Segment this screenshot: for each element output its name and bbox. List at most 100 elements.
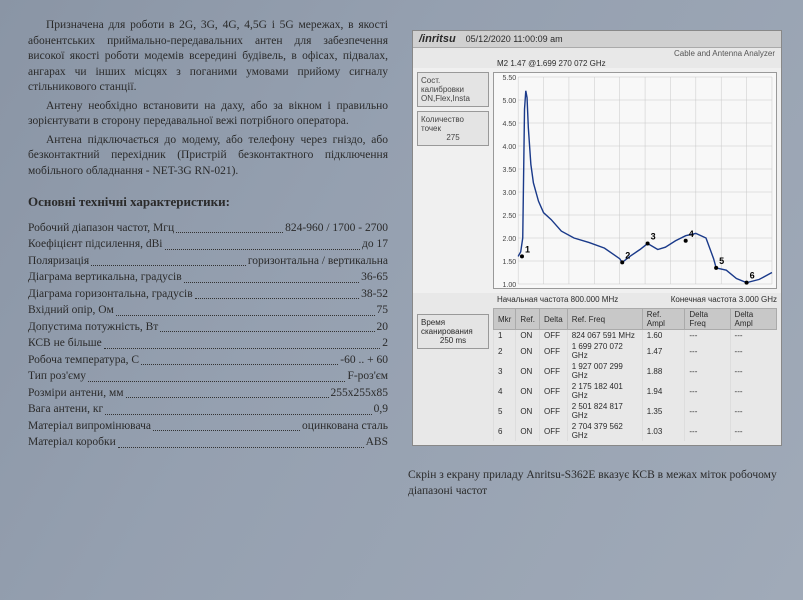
marker-col-header: Delta Ampl	[730, 309, 776, 330]
marker-row: 3ONOFF1 927 007 299 GHz1.88------	[494, 361, 777, 381]
marker-cell: OFF	[540, 361, 568, 381]
marker-cell: ---	[685, 401, 730, 421]
spec-row: Робочий діапазон частот, Мгц824-960 / 17…	[28, 221, 388, 237]
marker-col-header: Ref. Freq	[567, 309, 642, 330]
spec-label: Поляризація	[28, 254, 89, 270]
marker-cell: ---	[685, 330, 730, 342]
marker-cell: ON	[516, 381, 540, 401]
marker-cell: 5	[494, 401, 516, 421]
marker-cell: 1 927 007 299 GHz	[567, 361, 642, 381]
marker-cell: 1.03	[642, 421, 685, 441]
analyzer-screenshot: /inritsu 05/12/2020 11:00:09 am Cable an…	[412, 30, 782, 446]
cal-label: Сост. калибровки	[421, 76, 485, 94]
spec-dots	[195, 287, 360, 300]
spec-dots	[116, 303, 375, 316]
marker-cell: 1.88	[642, 361, 685, 381]
chart-plot: 5.505.004.504.003.503.002.502.001.501.00…	[493, 72, 777, 289]
spec-label: Допустима потужність, Вт	[28, 320, 158, 336]
x-end-label: Конечная частота 3.000 GHz	[671, 295, 777, 304]
marker-cell: 2 175 182 401 GHz	[567, 381, 642, 401]
spec-row: Розміри антени, мм 255х255х85	[28, 386, 388, 402]
spec-row: Допустима потужність, Вт 20	[28, 320, 388, 336]
marker-row: 4ONOFF2 175 182 401 GHz1.94------	[494, 381, 777, 401]
marker-cell: OFF	[540, 421, 568, 441]
spec-value: 20	[377, 320, 389, 336]
spec-label: Робоча температура, С	[28, 353, 139, 369]
marker-cell: 6	[494, 421, 516, 441]
svg-text:2.00: 2.00	[502, 236, 516, 243]
marker-cell: 1.35	[642, 401, 685, 421]
spec-row: Робоча температура, С -60 .. + 60	[28, 353, 388, 369]
marker-cell: ON	[516, 401, 540, 421]
spec-dots	[153, 419, 300, 432]
svg-text:2.50: 2.50	[502, 213, 516, 220]
spec-value: 38-52	[361, 287, 388, 303]
marker-cell: 2 501 824 817 GHz	[567, 401, 642, 421]
svg-text:5.50: 5.50	[502, 75, 516, 82]
marker-cell: 1.60	[642, 330, 685, 342]
marker-cell: 1.94	[642, 381, 685, 401]
spec-label: КСВ не більше	[28, 336, 102, 352]
marker-cell: OFF	[540, 401, 568, 421]
marker-readout: M2 1.47 @1.699 270 072 GHz	[413, 59, 781, 68]
spec-dots	[88, 369, 345, 382]
analyzer-caption: Скрін з екрану приладу Anritsu-S362E вка…	[408, 468, 783, 499]
points-label: Количество точек	[421, 115, 485, 133]
marker-cell: OFF	[540, 341, 568, 361]
intro-para-2: Антену необхідно встановити на даху, або…	[28, 99, 388, 130]
spec-dots	[104, 336, 381, 349]
spec-dots	[118, 435, 364, 448]
marker-cell: 4	[494, 381, 516, 401]
spec-row: Матеріал коробкиABS	[28, 435, 388, 451]
marker-cell: 3	[494, 361, 516, 381]
marker-col-header: Ref. Ampl	[642, 309, 685, 330]
marker-row: 5ONOFF2 501 824 817 GHz1.35------	[494, 401, 777, 421]
x-start-label: Начальная частота 800.000 MHz	[497, 295, 618, 304]
marker-cell: ---	[685, 361, 730, 381]
intro-para-1: Призначена для роботи в 2G, 3G, 4G, 4,5G…	[28, 18, 388, 96]
marker-table-area: Время сканирования 250 ms MkrRef.DeltaRe…	[413, 306, 781, 445]
marker-cell: 1 699 270 072 GHz	[567, 341, 642, 361]
marker-cell: ---	[730, 341, 776, 361]
marker-cell: ---	[730, 361, 776, 381]
spec-label: Діаграма горизонтальна, градусів	[28, 287, 193, 303]
spec-dots	[165, 237, 361, 250]
spec-row: Діаграма горизонтальна, градусів 38-52	[28, 287, 388, 303]
spec-row: Коефіцієнт підсилення, dBiдо 17	[28, 237, 388, 253]
marker-col-header: Ref.	[516, 309, 540, 330]
spec-row: Вага антени, кг 0,9	[28, 402, 388, 418]
right-page: /inritsu 05/12/2020 11:00:09 am Cable an…	[400, 0, 803, 600]
svg-text:1: 1	[525, 244, 530, 254]
marker-cell: 824 067 591 MHz	[567, 330, 642, 342]
marker-cell: ---	[730, 421, 776, 441]
marker-cell: ---	[730, 401, 776, 421]
spec-label: Розміри антени, мм	[28, 386, 124, 402]
spec-value: 255х255х85	[331, 386, 389, 402]
marker-cell: ---	[730, 330, 776, 342]
spec-value: -60 .. + 60	[340, 353, 388, 369]
marker-cell: ---	[730, 381, 776, 401]
spec-value: до 17	[362, 237, 388, 253]
scan-label: Время сканирования	[421, 318, 485, 336]
marker-col-header: Delta Freq	[685, 309, 730, 330]
marker-table: MkrRef.DeltaRef. FreqRef. AmplDelta Freq…	[493, 308, 777, 441]
spec-label: Тип роз'єму	[28, 369, 86, 385]
spec-label: Вага антени, кг	[28, 402, 103, 418]
spec-row: Тип роз'ємуF-роз'єм	[28, 369, 388, 385]
specs-heading: Основні технічні характеристики:	[28, 193, 388, 211]
spec-value: горизонтальна / вертикальна	[248, 254, 388, 270]
spec-dots	[184, 270, 360, 283]
spec-label: Матеріал випромінювача	[28, 419, 151, 435]
spec-row: Матеріал випромінювачаоцинкована сталь	[28, 419, 388, 435]
marker-cell: 2	[494, 341, 516, 361]
svg-text:6: 6	[750, 271, 755, 281]
vswr-chart: 5.505.004.504.003.503.002.502.001.501.00…	[494, 73, 776, 288]
spec-value: 0,9	[374, 402, 388, 418]
svg-text:3.00: 3.00	[502, 190, 516, 197]
spec-dots	[126, 386, 329, 399]
points-box: Количество точек 275	[417, 111, 489, 146]
svg-text:3: 3	[651, 232, 656, 242]
svg-text:5: 5	[719, 256, 724, 266]
marker-cell: OFF	[540, 381, 568, 401]
svg-text:5.00: 5.00	[502, 98, 516, 105]
